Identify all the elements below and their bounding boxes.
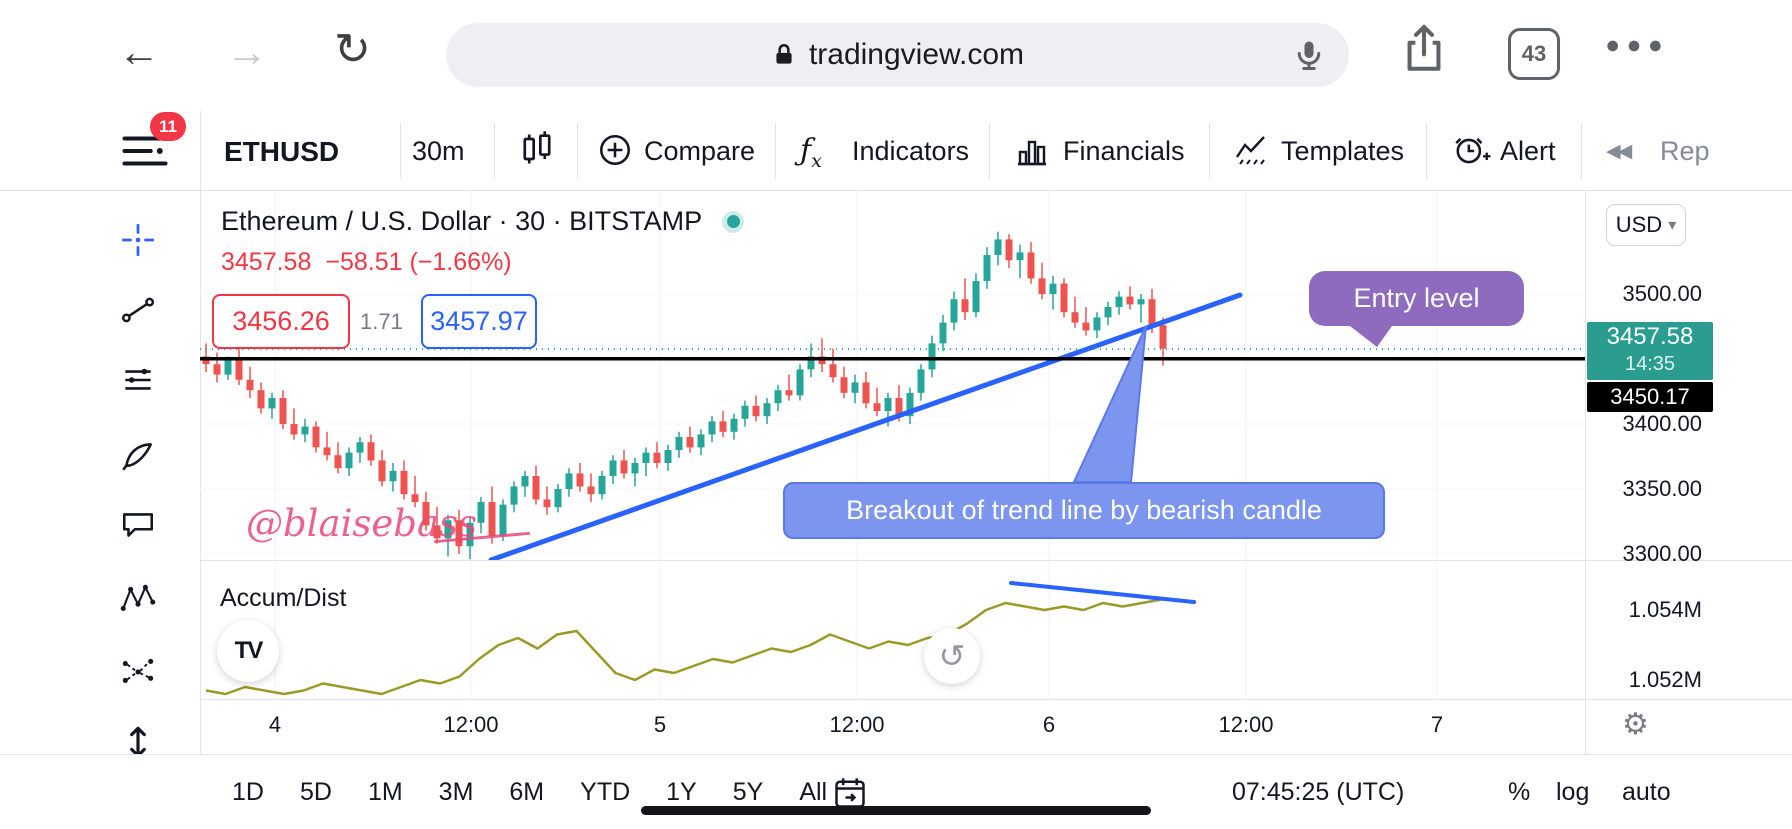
time-axis-divider (200, 699, 1792, 700)
alert-icon (1452, 131, 1492, 176)
time-tick: 12:00 (443, 712, 499, 737)
url-bar[interactable]: tradingview.com (446, 23, 1349, 87)
replay-button[interactable]: Rep (1660, 136, 1710, 166)
price-tick: 3350.00 (1622, 476, 1702, 501)
range-3m[interactable]: 3M (438, 777, 474, 806)
market-status-dot (722, 210, 745, 233)
time-axis[interactable]: 4 12:00 5 12:00 6 12:00 7 ⚙ (200, 699, 1792, 754)
breakout-callout[interactable]: Breakout of trend line by bearish candle (783, 482, 1385, 539)
buy-button[interactable]: 3457.97 (421, 294, 537, 349)
last-price: 3457.58 (221, 248, 312, 276)
tabs-button[interactable]: 43 (1508, 28, 1560, 80)
percent-scale-button[interactable]: % (1508, 778, 1531, 806)
price-tick: 3500.00 (1622, 281, 1702, 306)
prediction-tool-button[interactable] (119, 653, 161, 695)
interval-button[interactable]: 30m (412, 136, 465, 166)
chart-canvas[interactable]: Ethereum / U.S. Dollar · 30 · BITSTAMP 3… (200, 190, 1585, 560)
clock-utc[interactable]: 07:45:25 (UTC) (1232, 778, 1405, 806)
trendline-tool-button[interactable] (119, 291, 161, 333)
indicator-tick: 1.052M (1628, 667, 1702, 692)
chart-style-button[interactable] (517, 128, 557, 175)
pane-divider[interactable] (200, 560, 1792, 561)
price-tick: 3400.00 (1622, 411, 1702, 436)
microphone-icon[interactable] (1291, 37, 1327, 73)
lines-tool-button[interactable] (119, 361, 161, 403)
reload-button[interactable]: ↻ (334, 25, 371, 74)
symbol-button[interactable]: ETHUSD (224, 136, 340, 167)
last-price-badge: 3457.58 14:35 (1587, 322, 1713, 380)
currency-selector[interactable]: USD ▾ (1606, 204, 1686, 246)
legend-symbol-title[interactable]: Ethereum / U.S. Dollar · 30 · BITSTAMP (221, 206, 703, 236)
undo-button[interactable]: ↺ (924, 628, 980, 684)
range-selector: 1D 5D 1M 3M 6M YTD 1Y 5Y All (232, 755, 827, 829)
chevron-down-icon: ▾ (1668, 217, 1677, 234)
notification-badge: 11 (150, 112, 186, 141)
range-1m[interactable]: 1M (367, 777, 403, 806)
auto-scale-button[interactable]: auto (1622, 778, 1671, 806)
accum-dist-chart[interactable] (200, 560, 1585, 699)
spread-value: 1.71 (360, 309, 403, 334)
price-axis-divider (1585, 190, 1586, 754)
time-tick: 12:00 (1218, 712, 1274, 737)
range-1y[interactable]: 1Y (666, 777, 697, 806)
compare-button[interactable]: Compare (644, 136, 756, 166)
range-1d[interactable]: 1D (232, 777, 264, 806)
indicators-icon: ƒx (800, 133, 822, 172)
templates-icon (1232, 133, 1270, 174)
watermark: @blaisebass (246, 502, 478, 545)
financials-icon (1014, 133, 1050, 172)
range-6m[interactable]: 6M (509, 777, 545, 806)
compare-icon (596, 131, 634, 174)
hline-price-badge: 3450.17 (1587, 382, 1713, 412)
brush-tool-button[interactable] (119, 436, 161, 478)
chart-toolbar: 11 ETHUSD 30m Compare ƒx Indicators Fina… (0, 111, 1792, 191)
sidebar-divider (200, 111, 201, 754)
tradingview-logo[interactable]: TV (217, 620, 279, 682)
settings-gear-icon[interactable]: ⚙ (1622, 708, 1649, 741)
range-5y[interactable]: 5Y (732, 777, 764, 806)
back-button[interactable]: ← (118, 28, 160, 75)
price-change: −58.51 (−1.66%) (325, 248, 512, 276)
indicator-pane[interactable]: Accum/Dist (200, 560, 1585, 699)
replay-icon: ◀◀ (1606, 141, 1632, 162)
time-tick: 6 (1042, 712, 1056, 737)
time-tick: 7 (1430, 712, 1444, 737)
price-tick: 3300.00 (1622, 541, 1702, 566)
home-indicator[interactable] (641, 806, 1151, 815)
xabcd-pattern-tool-button[interactable] (119, 581, 161, 623)
browser-bar: ← → ↻ tradingview.com 43 (0, 0, 1792, 111)
text-note-tool-button[interactable] (119, 506, 161, 548)
log-scale-button[interactable]: log (1556, 778, 1590, 806)
forward-button[interactable]: → (226, 28, 268, 75)
entry-level-callout[interactable]: Entry level (1309, 271, 1524, 326)
crosshair-tool-button[interactable] (119, 221, 161, 263)
templates-button[interactable]: Templates (1281, 136, 1405, 166)
bottom-toolbar: 1D 5D 1M 3M 6M YTD 1Y 5Y All 07:45:25 (U… (0, 754, 1792, 829)
time-tick: 4 (268, 712, 282, 737)
overflow-menu-button[interactable] (1602, 36, 1666, 72)
indicators-button[interactable]: Indicators (852, 136, 970, 166)
time-tick: 12:00 (829, 712, 885, 737)
range-5d[interactable]: 5D (299, 777, 332, 806)
price-axis[interactable]: USD ▾ 3500.00 3400.00 3350.00 3300.00 34… (1586, 190, 1792, 699)
currency-label: USD (1615, 212, 1663, 237)
range-all[interactable]: All (799, 777, 828, 806)
range-ytd[interactable]: YTD (580, 777, 631, 806)
time-tick: 5 (653, 712, 667, 737)
tab-count: 43 (1521, 41, 1547, 66)
indicator-tick: 1.054M (1628, 597, 1702, 622)
indicator-name[interactable]: Accum/Dist (220, 584, 347, 612)
candlestick-chart[interactable] (200, 190, 1585, 560)
share-button[interactable] (1398, 22, 1450, 78)
legend-price-row: 3457.58 −58.51 (−1.66%) (221, 248, 512, 277)
url-text: tradingview.com (808, 38, 1025, 71)
lock-icon (771, 42, 797, 68)
financials-button[interactable]: Financials (1063, 136, 1185, 166)
alert-button[interactable]: Alert (1500, 136, 1556, 166)
sell-button[interactable]: 3456.26 (212, 294, 350, 349)
